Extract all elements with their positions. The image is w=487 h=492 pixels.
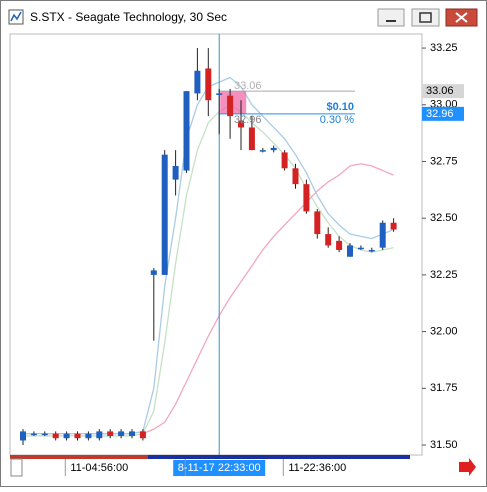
- price-marker-box: [422, 106, 464, 121]
- candle-body: [118, 431, 125, 436]
- candle-body: [172, 166, 179, 180]
- candle-body: [292, 168, 299, 185]
- candle-body: [41, 433, 48, 436]
- candle-body: [347, 245, 353, 257]
- candle-body: [74, 433, 81, 439]
- candle-body: [194, 70, 201, 94]
- y-tick-label: 32.75: [430, 155, 458, 167]
- candle-body: [63, 433, 70, 439]
- candle-body: [390, 222, 397, 230]
- measure-box: [220, 91, 247, 114]
- candle-body: [150, 270, 157, 275]
- y-tick-label: 32.00: [430, 326, 458, 338]
- maximize-button[interactable]: [411, 8, 440, 27]
- minimize-button[interactable]: [377, 8, 405, 27]
- candle-body: [248, 127, 255, 151]
- close-button[interactable]: [445, 8, 478, 27]
- y-tick-label: 31.75: [430, 382, 458, 394]
- measure-change: $0.10: [326, 101, 354, 113]
- candle-body: [216, 93, 223, 95]
- measure-from-label: 33.06: [234, 80, 262, 92]
- price-marker-label: 33.06: [426, 85, 454, 97]
- x-tick-label: 11-04:56:00: [70, 462, 128, 474]
- candle-body: [20, 431, 26, 441]
- candle-body: [52, 433, 59, 439]
- candle-body: [238, 120, 244, 128]
- crosshair-time-box: [173, 460, 266, 476]
- x-tick-label: 8-11-17 22:33:00: [178, 462, 261, 474]
- candle-body: [205, 68, 212, 101]
- candle-body: [129, 431, 135, 436]
- candle-body: [183, 91, 190, 171]
- scroll-right-arrow[interactable]: [459, 458, 476, 476]
- measure-to-label: 32.96: [234, 114, 262, 126]
- y-tick-label: 33.25: [430, 42, 458, 54]
- candle-body: [325, 234, 332, 246]
- moving-average-line: [23, 104, 394, 437]
- candle-body: [107, 431, 114, 436]
- candle-body: [270, 147, 277, 151]
- app-icon: [8, 9, 24, 25]
- measure-percent: 0.30 %: [320, 114, 354, 126]
- candle-body: [227, 95, 234, 117]
- x-tick-label: 11-22:36:00: [288, 462, 346, 474]
- candle-body: [139, 431, 146, 439]
- window-title: S.STX - Seagate Technology, 30 Sec: [30, 10, 227, 24]
- candle-body: [281, 152, 288, 169]
- candle-body: [379, 222, 386, 248]
- candle-body: [303, 184, 310, 212]
- candle-body: [357, 247, 364, 250]
- candle-body: [314, 211, 321, 235]
- time-bar-range: [148, 455, 410, 459]
- candle-body: [336, 240, 343, 250]
- candle-body: [259, 150, 266, 152]
- y-tick-label: 31.50: [430, 439, 458, 451]
- y-tick-label: 32.25: [430, 269, 458, 281]
- price-marker-box: [422, 84, 464, 99]
- time-bar-past: [10, 455, 148, 459]
- candle-body: [85, 433, 92, 439]
- moving-average-line: [142, 163, 394, 435]
- candle-body: [161, 154, 168, 275]
- scroll-box[interactable]: [10, 458, 23, 477]
- price-marker-label: 32.96: [426, 108, 454, 120]
- candle-body: [368, 249, 375, 252]
- candle-body: [96, 431, 103, 439]
- candle-body: [30, 433, 37, 436]
- plot-area: [9, 33, 423, 456]
- y-tick-label: 32.50: [430, 212, 458, 224]
